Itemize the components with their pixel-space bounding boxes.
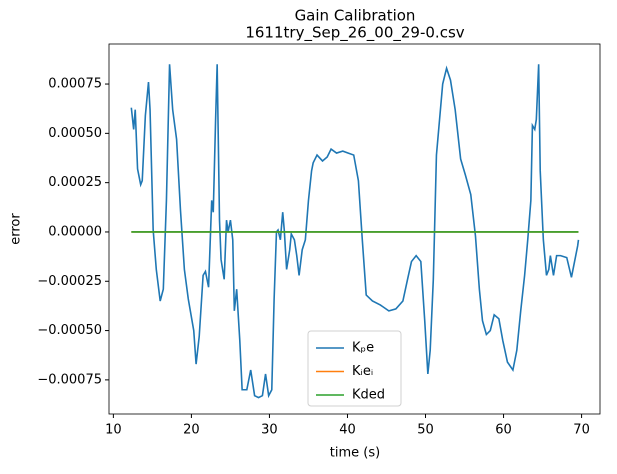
y-tick-label: 0.00050 [48, 126, 102, 141]
x-tick-label: 10 [105, 423, 122, 438]
y-tick-label: −0.00050 [37, 323, 102, 338]
y-tick-label: 0.00000 [48, 224, 102, 239]
plot-frame [108, 43, 601, 415]
x-tick-label: 60 [495, 423, 512, 438]
y-tick-label: −0.00075 [37, 372, 102, 387]
series-line [130, 64, 580, 399]
x-tick-label: 50 [417, 423, 434, 438]
chart-title: Gain Calibration [295, 7, 416, 25]
x-tick-label: 70 [573, 423, 590, 438]
chart-subtitle: 1611try_Sep_26_00_29-0.csv [245, 24, 464, 43]
legend-box [307, 330, 402, 407]
legend-label: Kₚe [352, 341, 374, 356]
x-tick-label: 30 [261, 423, 278, 438]
x-tick-label: 40 [339, 423, 356, 438]
y-axis-label: error [9, 213, 24, 245]
x-tick-label: 20 [183, 423, 200, 438]
legend-label: Kded [352, 388, 385, 403]
y-tick-label: −0.00025 [37, 274, 102, 289]
legend-label: Kᵢeᵢ [352, 364, 373, 379]
x-axis-label: time (s) [330, 446, 380, 461]
y-tick-label: 0.00075 [48, 77, 102, 92]
y-tick-label: 0.00025 [48, 175, 102, 190]
